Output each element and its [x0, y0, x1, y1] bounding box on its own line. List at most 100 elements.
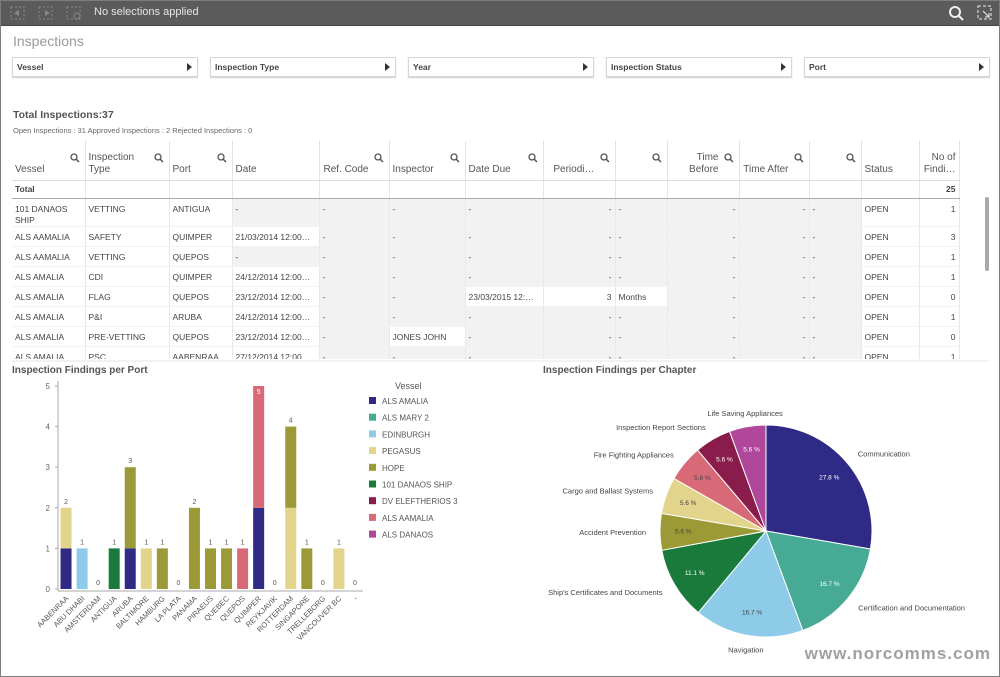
table-row[interactable]: ALS AMALIA CDI QUIMPER 24/12/2014 12:00… - - -…	[12, 266, 960, 287]
column-header[interactable]: Vessel	[12, 141, 86, 181]
pie-slice	[765, 424, 873, 550]
table-row[interactable]: ALS AMALIA FLAG QUEPOS 23/12/2014 12:00… - -2…	[12, 286, 960, 307]
column-header[interactable]: Time Before	[667, 141, 740, 181]
column-header[interactable]: Date	[232, 141, 320, 181]
bar-segment	[60, 507, 72, 549]
table-row[interactable]: 101 DANAOS SHIP VETTING ANTIGUA - - - - - - - - - OP…	[12, 198, 960, 227]
search-icon[interactable]	[373, 153, 384, 163]
table-cell: -	[667, 198, 740, 227]
table-cell: 1	[919, 266, 960, 287]
table-cell: PRE-VETTING	[85, 326, 170, 347]
total-label: 1	[241, 539, 245, 546]
total-label: 1	[80, 539, 84, 546]
search-icon[interactable]	[216, 153, 227, 163]
search-icon[interactable]	[793, 153, 804, 163]
table-cell: 23/03/2015 12:…	[465, 286, 544, 307]
table-row[interactable]: ALS AMALIA PSC AABENRAA 27/12/2014 12:00… - -…	[12, 346, 960, 359]
y-tick-label: 3	[46, 463, 51, 472]
bar-segment	[221, 548, 233, 589]
table-cell: QUIMPER	[169, 266, 233, 287]
table-cell: ALS AMALIA	[12, 326, 86, 347]
y-tick-label: 2	[46, 504, 51, 513]
pie-category-label: Communication	[858, 450, 910, 459]
table-row[interactable]: ALS AAMALIA VETTING QUEPOS - - - - - - - - - OPEN 1	[12, 246, 960, 267]
table-cell: -	[389, 346, 466, 359]
expand-arrow[interactable]	[187, 63, 193, 71]
scrollbar[interactable]	[985, 197, 989, 271]
table-cell: -	[615, 226, 668, 247]
search-icon[interactable]	[651, 153, 662, 163]
table-cell: 23/12/2014 12:00…	[232, 326, 320, 347]
fullscreen-button[interactable]	[976, 4, 994, 22]
filter-box[interactable]: Inspection Type	[210, 57, 396, 77]
table-cell: -	[389, 226, 466, 247]
table-cell: QUIMPER	[169, 226, 233, 247]
table-cell: -	[809, 326, 862, 347]
column-header[interactable]: Date Due	[465, 141, 544, 181]
filter-label: Inspection Type	[215, 62, 280, 72]
column-header[interactable]: Inspector	[389, 141, 466, 181]
table-cell: -	[809, 198, 862, 227]
search-icon[interactable]	[599, 153, 610, 163]
filter-box[interactable]: Port	[804, 57, 990, 77]
pie-category-label: Life Saving Appliances	[707, 409, 783, 418]
search-icon[interactable]	[845, 153, 856, 163]
forward-icon[interactable]	[37, 4, 55, 22]
column-header[interactable]: Port	[169, 141, 233, 181]
column-header[interactable]: No of Findi…	[919, 141, 960, 181]
table-cell: 1	[919, 246, 960, 267]
column-header[interactable]: Ref. Code	[319, 141, 390, 181]
table-cell: OPEN	[861, 266, 920, 287]
legend-title: Vessel	[395, 381, 422, 391]
search-icon[interactable]	[449, 153, 460, 163]
expand-arrow[interactable]	[979, 63, 985, 71]
table: Vessel Inspection Type Port Date Ref. Code In…	[12, 141, 960, 359]
search-icon[interactable]	[723, 153, 734, 163]
column-header[interactable]	[809, 141, 862, 181]
clear-selections-icon[interactable]	[65, 4, 83, 22]
table-cell: -	[667, 326, 740, 347]
table-cell: -	[739, 346, 810, 359]
back-icon[interactable]	[9, 4, 27, 22]
expand-arrow[interactable]	[385, 63, 391, 71]
table-cell: -	[615, 326, 668, 347]
table-cell: -	[465, 306, 544, 327]
expand-arrow[interactable]	[583, 63, 589, 71]
total-cell	[85, 180, 170, 199]
table-cell: -	[465, 326, 544, 347]
column-header[interactable]: Inspection Type	[85, 141, 170, 181]
pie-category-label: Navigation	[728, 645, 763, 654]
total-cell: Total	[12, 180, 86, 199]
summary-subtitle: Open Inspections : 31 Approved Inspectio…	[13, 126, 253, 135]
filter-box[interactable]: Vessel	[12, 57, 198, 77]
table-row[interactable]: ALS AAMALIA SAFETY QUIMPER 21/03/2014 12:00…	[12, 226, 960, 247]
table-cell: 0	[919, 286, 960, 307]
search-icon[interactable]	[527, 153, 538, 163]
search-icon[interactable]	[69, 153, 80, 163]
search-button[interactable]	[947, 4, 965, 22]
table-row[interactable]: ALS AMALIA PRE-VETTING QUEPOS 23/12/2014 12…	[12, 326, 960, 347]
filter-box[interactable]: Year	[408, 57, 594, 77]
total-cell	[809, 180, 862, 199]
table-cell: QUEPOS	[169, 246, 233, 267]
filter-label: Year	[413, 62, 431, 72]
table-row[interactable]: ALS AMALIA P&I ARUBA 24/12/2014 12:00… - - - - -…	[12, 306, 960, 327]
table-cell: -	[543, 266, 616, 287]
column-header[interactable]: Status	[861, 141, 920, 181]
column-header[interactable]: Time After	[739, 141, 810, 181]
column-header[interactable]	[615, 141, 668, 181]
pie-category-label: Cargo and Ballast Systems	[563, 487, 654, 496]
column-header[interactable]: Periodi…	[543, 141, 616, 181]
table-cell: -	[465, 246, 544, 267]
table-cell: -	[667, 286, 740, 307]
y-tick-label: 4	[46, 423, 51, 432]
table-cell: -	[615, 346, 668, 359]
table-cell: 1	[919, 198, 960, 227]
filter-bar: Vessel Inspection Type Year Inspection Stat…	[12, 57, 990, 77]
table-cell: 3	[543, 286, 616, 307]
filter-box[interactable]: Inspection Status	[606, 57, 792, 77]
search-icon[interactable]	[153, 153, 164, 163]
table-cell: OPEN	[861, 326, 920, 347]
expand-arrow[interactable]	[781, 63, 787, 71]
pie-value-label: 16.7 %	[819, 581, 839, 588]
